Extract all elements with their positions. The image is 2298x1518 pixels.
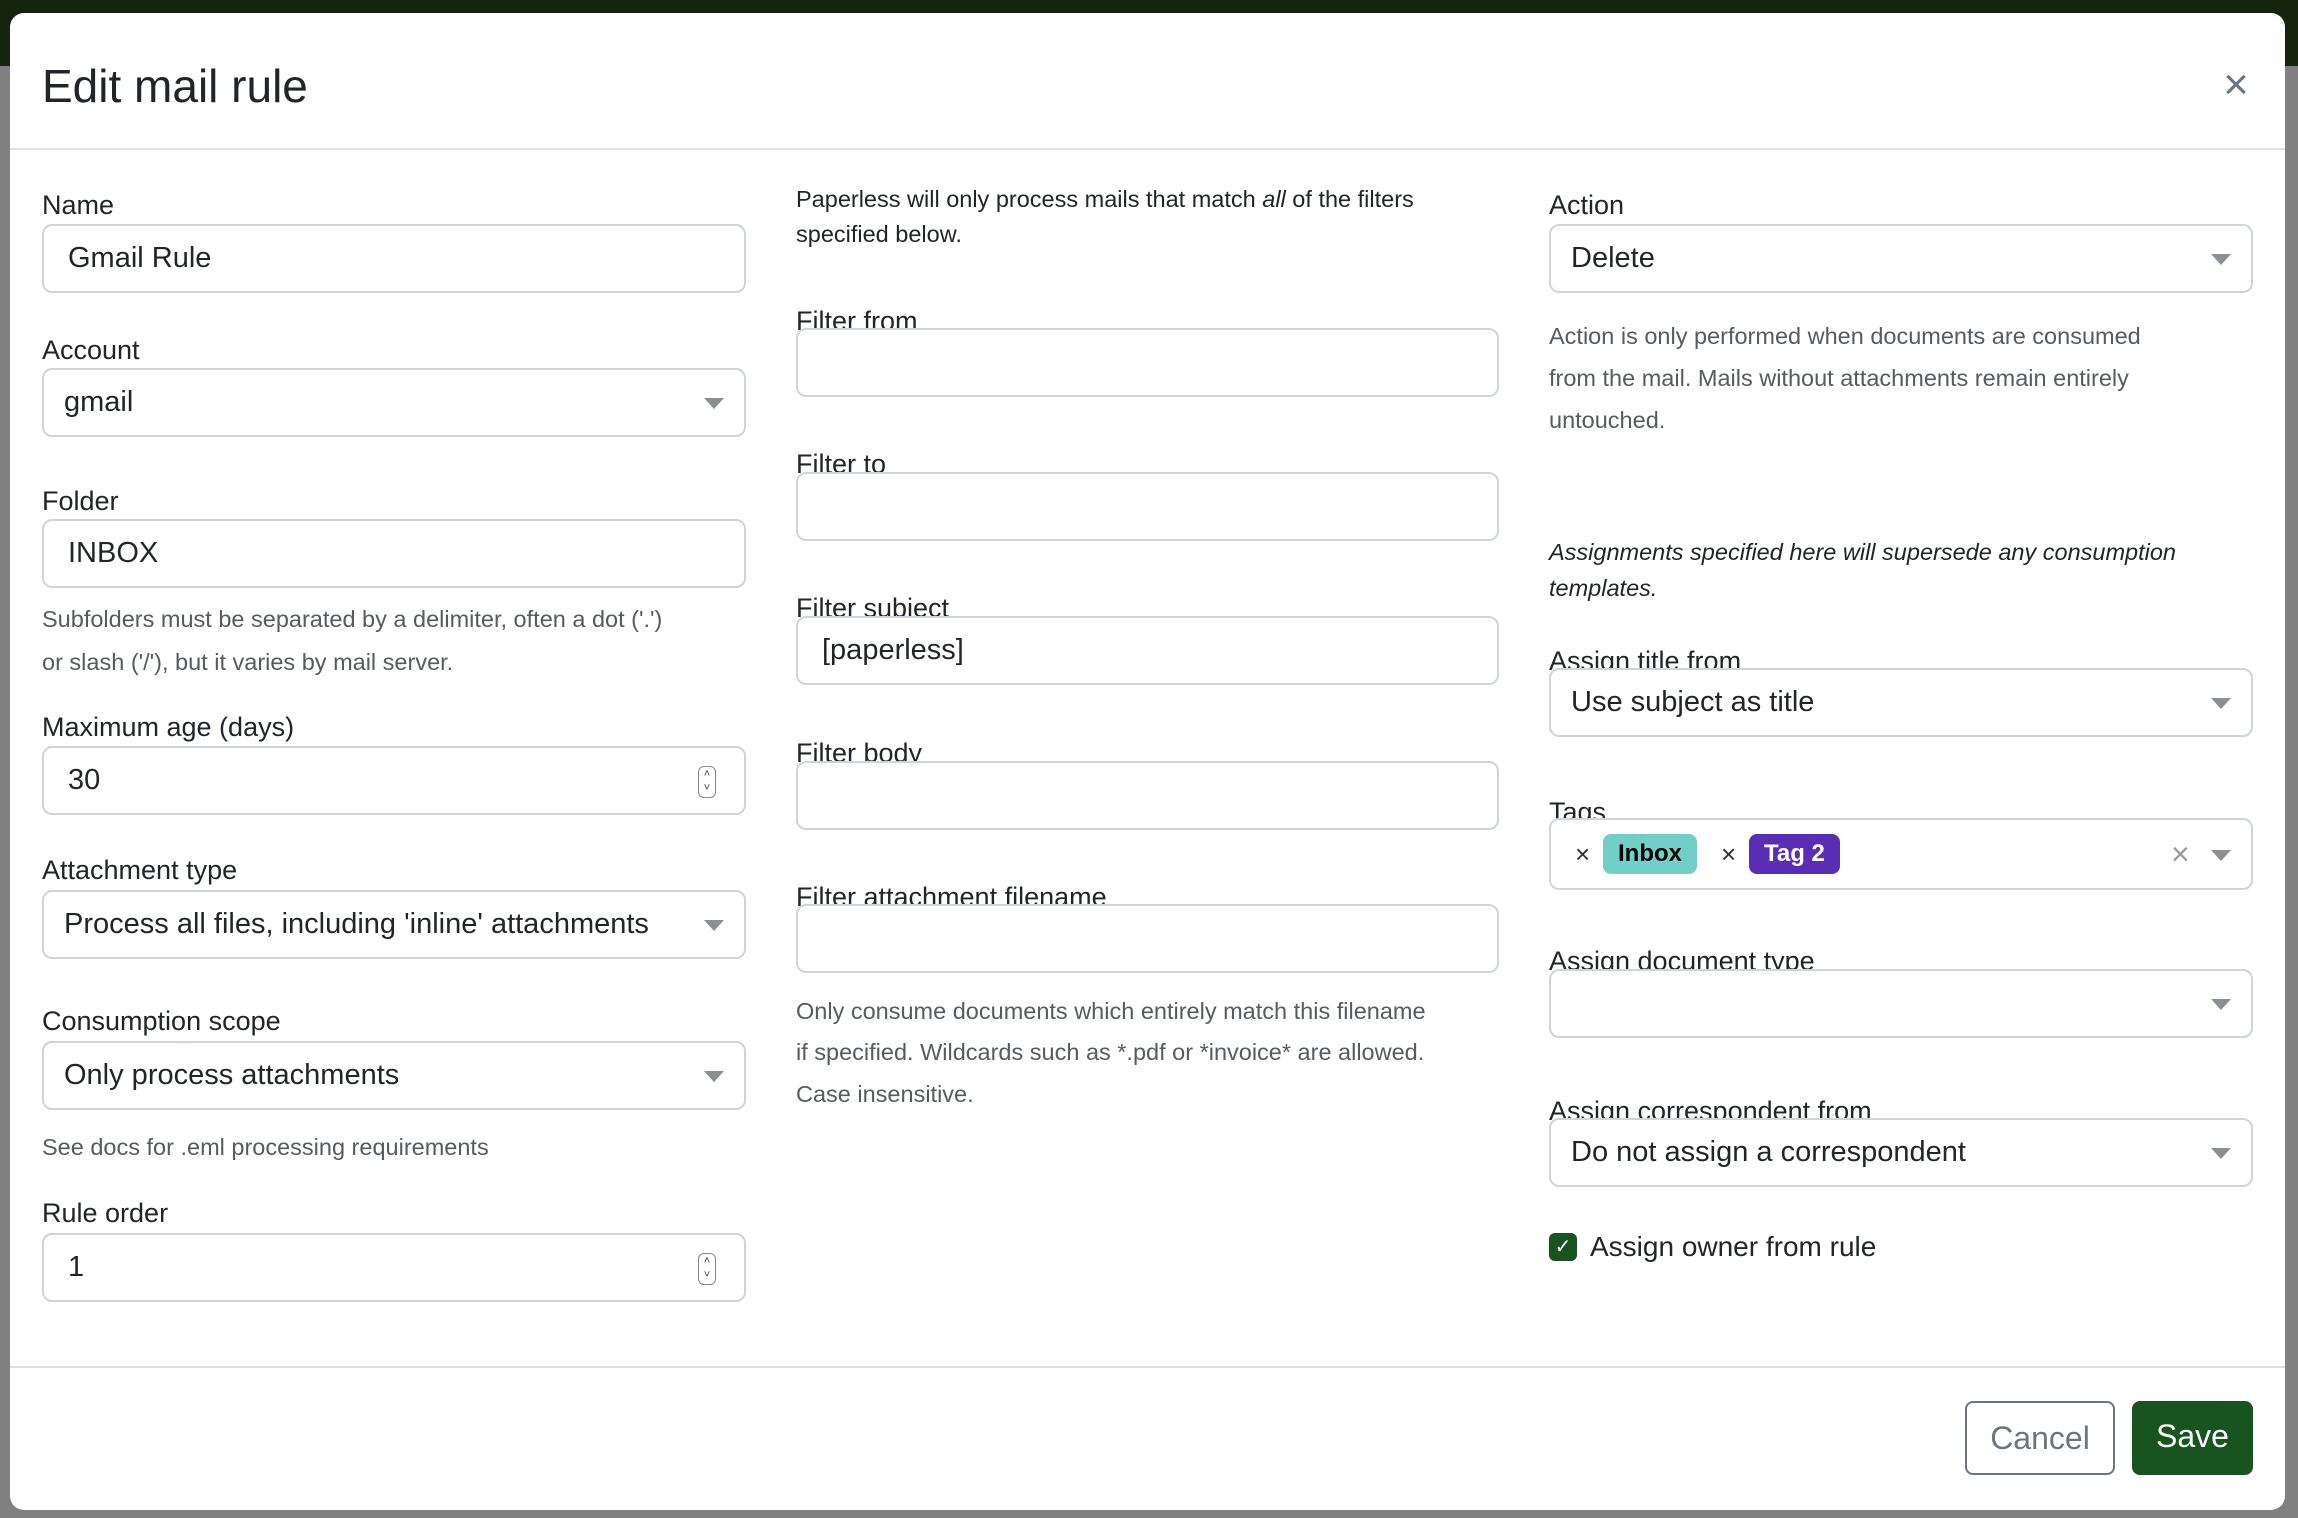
remove-tag-icon[interactable]: × — [1575, 839, 1591, 869]
scope-help: See docs for .eml processing requirement… — [42, 1134, 489, 1160]
attachment-help-3: Case insensitive. — [796, 1081, 974, 1107]
action-label: Action — [1549, 190, 1625, 220]
chevron-down-icon — [704, 920, 724, 931]
chevron-down-icon — [2211, 1148, 2231, 1159]
chevron-down-icon — [2211, 850, 2231, 861]
tags-select[interactable]: × Inbox × Tag 2 × — [1549, 818, 2253, 890]
filter-subject-input[interactable]: [paperless] — [796, 616, 1499, 685]
title-from-value: Use subject as title — [1571, 686, 1815, 718]
cancel-button[interactable]: Cancel — [1965, 1401, 2115, 1475]
intro-emphasis: all — [1262, 186, 1286, 212]
action-help-2: from the mail. Mails without attachments… — [1549, 365, 2129, 391]
consumption-scope-value: Only process attachments — [64, 1059, 400, 1091]
edit-mail-rule-dialog: Edit mail rule × Name Gmail Rule Account… — [10, 13, 2285, 1510]
action-help: Action is only performed when documents … — [1549, 323, 2141, 349]
save-button[interactable]: Save — [2132, 1401, 2253, 1475]
filter-from-input[interactable] — [796, 328, 1499, 397]
chevron-down-icon — [2211, 254, 2231, 265]
rule-order-input[interactable]: 1 ˄ ˅ — [42, 1233, 746, 1302]
intro-text-end: of the filters — [1285, 186, 1414, 212]
name-input[interactable]: Gmail Rule — [42, 224, 746, 293]
chevron-down-icon — [2211, 698, 2231, 709]
name-label: Name — [42, 190, 115, 220]
header-divider — [10, 148, 2285, 150]
assignments-note: Assignments specified here will supersed… — [1549, 539, 2176, 565]
spinner-icon[interactable]: ˄ ˅ — [698, 766, 716, 798]
dialog-title: Edit mail rule — [42, 60, 308, 112]
assignments-note-2: templates. — [1549, 575, 1658, 601]
attachment-help-2: if specified. Wildcards such as *.pdf or… — [796, 1039, 1425, 1065]
title-from-select[interactable]: Use subject as title — [1549, 668, 2253, 737]
chevron-down-icon — [704, 398, 724, 409]
action-select[interactable]: Delete — [1549, 224, 2253, 293]
correspondent-select[interactable]: Do not assign a correspondent — [1549, 1118, 2253, 1187]
clear-all-icon[interactable]: × — [2171, 836, 2190, 872]
footer-divider — [10, 1366, 2285, 1368]
owner-checkbox-label: Assign owner from rule — [1590, 1231, 1877, 1262]
chevron-down-icon — [2211, 999, 2231, 1010]
intro-text: Paperless will only process mails that m… — [796, 186, 1263, 212]
chevron-down-icon — [704, 1071, 724, 1082]
account-label: Account — [42, 335, 140, 365]
account-value: gmail — [64, 386, 134, 418]
folder-label: Folder — [42, 486, 119, 516]
max-age-input[interactable]: 30 ˄ ˅ — [42, 746, 746, 815]
max-age-value: 30 — [68, 764, 101, 796]
action-value: Delete — [1571, 242, 1655, 274]
remove-tag-icon[interactable]: × — [1721, 839, 1737, 869]
close-icon[interactable]: × — [2223, 60, 2249, 109]
tag-inbox: Inbox — [1603, 834, 1697, 874]
attachment-type-select[interactable]: Process all files, including 'inline' at… — [42, 890, 746, 959]
filters-intro: Paperless will only process mails that m… — [796, 178, 1499, 220]
folder-input[interactable]: INBOX — [42, 519, 746, 588]
rule-order-value: 1 — [68, 1251, 85, 1283]
tag-2: Tag 2 — [1749, 834, 1840, 874]
correspondent-value: Do not assign a correspondent — [1571, 1136, 1966, 1168]
document-type-select[interactable] — [1549, 969, 2253, 1038]
account-select[interactable]: gmail — [42, 368, 746, 437]
filter-attachment-input[interactable] — [796, 904, 1499, 973]
filters-intro-2: specified below. — [796, 221, 962, 247]
max-age-label: Maximum age (days) — [42, 712, 295, 742]
owner-checkbox[interactable]: ✓ — [1549, 1233, 1577, 1261]
consumption-scope-select[interactable]: Only process attachments — [42, 1041, 746, 1110]
attachment-help: Only consume documents which entirely ma… — [796, 998, 1426, 1024]
folder-help: Subfolders must be separated by a delimi… — [42, 606, 663, 632]
consumption-scope-label: Consumption scope — [42, 1006, 281, 1036]
spinner-icon[interactable]: ˄ ˅ — [698, 1253, 716, 1285]
folder-help-2: or slash ('/'), but it varies by mail se… — [42, 649, 454, 675]
filter-to-input[interactable] — [796, 472, 1499, 541]
attachment-type-label: Attachment type — [42, 855, 238, 885]
filter-body-input[interactable] — [796, 761, 1499, 830]
rule-order-label: Rule order — [42, 1198, 169, 1228]
attachment-type-value: Process all files, including 'inline' at… — [64, 908, 649, 940]
action-help-3: untouched. — [1549, 407, 1666, 433]
